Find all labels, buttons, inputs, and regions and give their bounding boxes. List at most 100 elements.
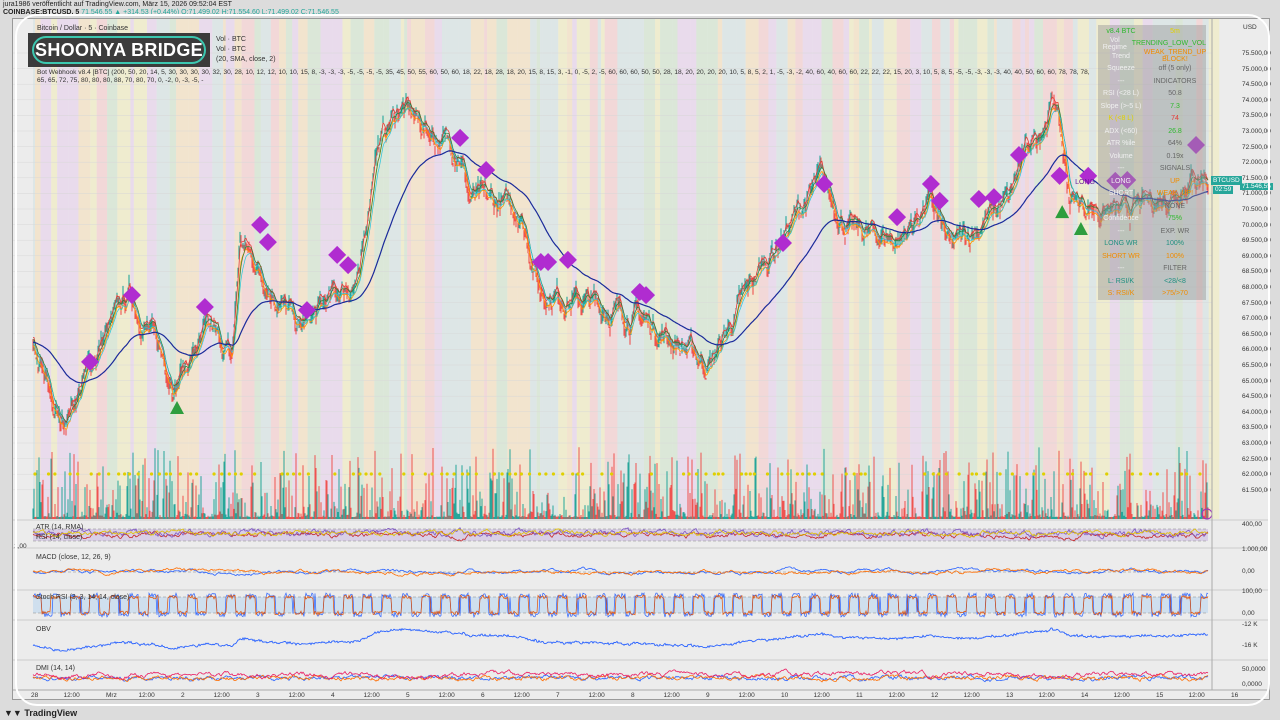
regime-band [745,19,759,519]
price-tick: 69.000,00 [1242,252,1271,260]
signal-diamond [969,190,988,209]
legend-bot-webhook[interactable]: Bot Webhook v8.4 [BTC] (200, 50, 20, 14,… [37,69,1090,84]
regime-band [496,19,508,519]
panel-label-stoch[interactable]: Stoch RSI (3, 3, 14, 14, close) [36,594,130,601]
signal-diamond [930,191,949,210]
table-label: ADX (<60) [1104,127,1138,135]
regime-band [554,19,559,519]
squeeze-dot [97,472,101,476]
table-row: ATR %ile 64% [1098,138,1206,151]
squeeze-dot [291,472,296,476]
regime-band [672,19,678,519]
squeeze-dot [333,472,337,476]
squeeze-dot [957,472,961,476]
volume-bars-up [32,447,1208,519]
regime-band [212,19,224,519]
obv-line [32,627,1209,652]
time-tick: 11 [856,692,863,699]
regime-band [921,19,933,519]
price-tick: 65.500,00 [1242,362,1271,369]
time-tick: 12:00 [963,692,980,699]
regime-band [404,19,408,519]
squeeze-dot [812,472,817,476]
regime-band [843,19,850,519]
table-row: NONE [1098,200,1206,213]
symbol: COINBASE:BTCUSD, 5 [3,9,80,16]
regime-band [996,19,1009,519]
time-tick: 12:00 [888,692,905,699]
dmi-axis-top: 50,0000 [1242,666,1266,673]
squeeze-dot [189,472,193,476]
price-tick: 68.000,00 [1242,284,1271,291]
squeeze-dot [561,472,565,476]
regime-band [332,19,343,519]
badge-symbol: BTCUSD [1211,176,1242,185]
price-tick: 70.500,00 [1242,206,1271,213]
price-tick: 63.500,00 [1242,424,1271,432]
legend-volume[interactable]: Vol · BTC [216,36,246,43]
panel-label-rsi[interactable]: RSI (14, close) [36,534,83,541]
table-value: 50.8 [1168,90,1182,98]
regime-band [350,19,364,519]
signal-diamond [888,208,907,227]
regime-band [225,19,235,519]
panel-label-atr[interactable]: ATR (14, RMA) [36,524,84,531]
legend-symbol[interactable]: Bitcoin / Dollar · 5 · Coinbase [37,25,129,32]
table-row: Vol Regime TRENDING_LOW_VOL [1098,37,1206,51]
squeeze-dot [253,472,257,476]
price-tick: 73.500,00 [1242,112,1271,120]
regime-band [949,19,955,519]
squeeze-dot [123,472,127,476]
regime-band [1065,19,1073,519]
price-tick: 72.500,00 [1242,143,1271,151]
table-row: S: RSI/K >75/>70 [1098,288,1206,301]
squeeze-dot [1139,472,1143,476]
regime-band [292,19,299,519]
table-label: v8.4 BTC [1106,27,1136,35]
currency-label[interactable]: USD [1243,24,1257,31]
legend-bands[interactable]: (20, SMA, close, 2) [216,56,276,63]
price-tick: 72.000,00 [1242,159,1271,167]
table-row: K (<8 L) 74 [1098,113,1206,126]
table-row: LONG WR 100% [1098,238,1206,251]
price-tick: 67.500,00 [1242,299,1271,307]
regime-band [937,19,941,519]
time-tick: 12:00 [363,692,380,699]
panel-label-dmi[interactable]: DMI (14, 14) [36,665,75,672]
regime-band [572,19,577,519]
regime-band [1125,19,1134,519]
signal-diamond [815,175,834,194]
indicator-table: v8.4 BTC 5m Vol Regime TRENDING_LOW_VOL Tren… [1098,25,1206,300]
table-label: Confidence [1103,215,1139,223]
last-price: 71.546,55 [81,9,113,16]
dmi-axis-bottom: 0,0000 [1242,681,1262,688]
signal-diamond [258,233,277,252]
squeeze-dot [1155,472,1159,476]
regime-band [604,19,618,519]
regime-band [597,19,602,519]
regime-band [298,19,308,519]
squeeze-dot [687,472,691,476]
panel-label-obv[interactable]: OBV [36,626,51,633]
table-row: ADX (<60) 26.8 [1098,125,1206,138]
regime-band [445,19,459,519]
squeeze-dot [358,472,362,476]
regime-band [690,19,697,519]
table-row: --- FILTER [1098,263,1206,276]
regime-band [787,19,796,519]
table-value: UP [1170,177,1180,185]
table-value: >75/>70 [1162,290,1188,298]
regime-band [871,19,884,519]
time-tick: 12:00 [1188,692,1205,699]
regime-band [40,19,52,519]
squeeze-dot [1065,472,1070,476]
price-tick: 74.000,00 [1242,96,1271,104]
regime-band [223,19,226,519]
regime-band [1208,19,1220,519]
squeeze-dot [402,472,406,476]
price-tick: 71.500,00 [1242,174,1271,182]
legend-volume-2[interactable]: Vol · BTC [216,46,246,53]
squeeze-dot [233,472,238,476]
panel-label-macd[interactable]: MACD (close, 12, 26, 9) [36,554,111,561]
